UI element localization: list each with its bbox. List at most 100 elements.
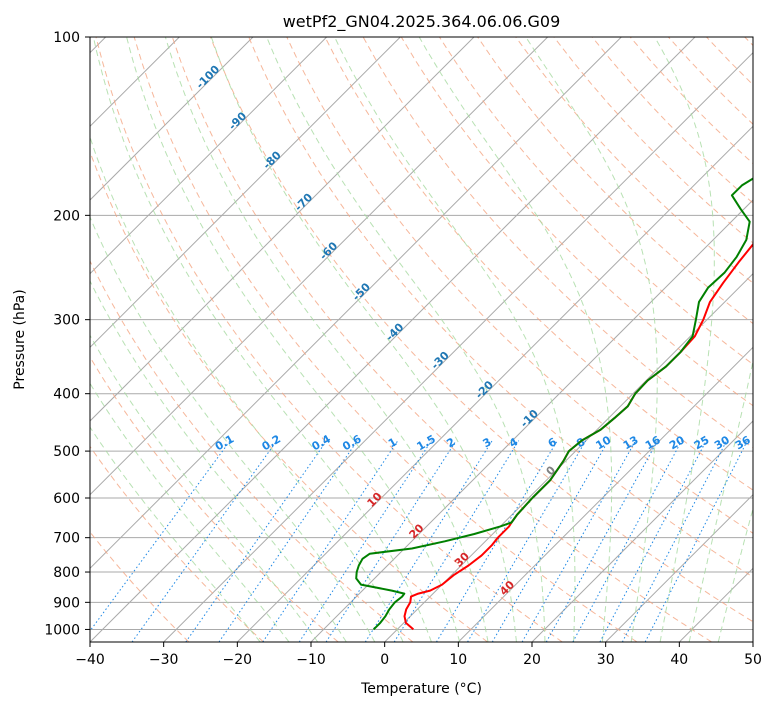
- moist-adiabat-line: [418, 37, 613, 642]
- mixing-ratio-label: 16: [643, 433, 663, 452]
- plot-frame: [89, 36, 754, 643]
- isotherm-line: [90, 37, 254, 201]
- mixing-ratio-line: [364, 440, 493, 642]
- profile-series: [355, 177, 753, 631]
- moist-adiabat-line: [90, 334, 319, 642]
- mixing-ratio-line: [90, 440, 231, 632]
- dry-adiabat-line: [90, 259, 414, 642]
- isotherm-line: [90, 37, 696, 642]
- dry-adiabat-line: [324, 37, 753, 491]
- mixing-ratio-line: [393, 440, 520, 642]
- dry-adiabat-line: [477, 37, 753, 325]
- moist-adiabat-line: [90, 135, 404, 642]
- dry-adiabat-line: [438, 37, 753, 366]
- mixing-ratio-line: [644, 440, 748, 642]
- mixing-ratio-label: 0.6: [340, 432, 364, 453]
- isotherm-line: [605, 493, 753, 642]
- isotherm-line: [678, 567, 753, 642]
- dry-adiabat-label: -90: [226, 109, 249, 132]
- chart-title: wetPf2_GN04.2025.364.06.06.G09: [283, 12, 561, 32]
- y-tick-label: 900: [53, 595, 80, 611]
- y-tick-label: 800: [53, 565, 80, 581]
- x-tick-label: 50: [744, 652, 762, 668]
- isotherm-line: [531, 420, 753, 642]
- moist-adiabat-line: [90, 426, 261, 642]
- isotherm-line: [384, 272, 753, 642]
- moist-adiabat-line: [654, 37, 715, 642]
- moist-adiabat-line: [210, 37, 517, 642]
- x-tick-label: −20: [223, 652, 253, 668]
- dry-adiabat-line: [248, 37, 753, 578]
- mixing-ratio-label: 0.4: [310, 432, 334, 453]
- moist-adiabat-line: [717, 506, 753, 642]
- chart-reference-lines: [90, 37, 753, 642]
- dry-adiabat-label: -20: [473, 378, 496, 401]
- dry-adiabat-line: [171, 37, 712, 642]
- dry-adiabat-label: -10: [518, 407, 541, 430]
- dry-adiabat-label: -100: [194, 63, 223, 92]
- reference-line-labels: 0.1 0.2 0.4 0.6 1 1.5 2 3 4 6 8 10 13 16 20 25 30 36-100-…: [194, 63, 753, 599]
- isotherm-line: [310, 199, 753, 642]
- isotherm-line: [752, 641, 753, 642]
- moist-adiabat-line: [164, 37, 489, 642]
- mixing-ratio-line: [521, 440, 637, 642]
- dry-adiabat-line: [706, 37, 753, 86]
- isotherm-line: [90, 37, 475, 422]
- y-tick-label: 200: [53, 208, 80, 224]
- dewpoint-profile-line: [355, 177, 753, 631]
- y-tick-label: 500: [53, 444, 80, 460]
- dry-adiabat-line: [90, 531, 190, 642]
- mixing-ratio-line: [298, 440, 432, 642]
- dry-adiabat-line: [744, 37, 753, 47]
- moist-adiabat-line: [90, 382, 290, 642]
- moist-adiabat-label: 10: [365, 490, 385, 510]
- y-tick-label: 400: [53, 387, 80, 403]
- axis-ticks: −40 −30 −20 −10 0 10 20 30 40 5010020030040050060…: [44, 30, 762, 668]
- mixing-ratio-line: [218, 440, 358, 642]
- x-tick-label: 10: [449, 652, 467, 668]
- mixing-ratio-label: 0.1: [213, 432, 236, 453]
- dry-adiabat-line: [286, 37, 753, 534]
- y-tick-label: 1000: [44, 622, 80, 638]
- isotherm-line: [90, 37, 549, 496]
- moist-adiabat-line: [266, 37, 546, 642]
- isotherm-line: [236, 125, 753, 642]
- mixing-ratio-label: 0.2: [260, 432, 283, 453]
- moist-adiabat-line: [92, 37, 432, 642]
- mixing-ratio-line: [185, 440, 328, 642]
- isotherm-line: [90, 37, 328, 275]
- dry-adiabat-label: -50: [350, 280, 373, 303]
- y-tick-label: 600: [53, 491, 80, 507]
- isotherm-line: [457, 346, 753, 642]
- mixing-ratio-label: 20: [667, 433, 687, 452]
- x-tick-label: 0: [380, 652, 389, 668]
- dry-adiabat-line: [515, 37, 753, 284]
- dry-adiabat-line: [591, 37, 753, 204]
- moist-adiabat-line: [525, 37, 658, 642]
- mixing-ratio-label: 30: [712, 433, 732, 452]
- y-tick-label: 300: [53, 313, 80, 329]
- x-tick-label: 40: [670, 652, 688, 668]
- dry-adiabat-line: [95, 37, 563, 642]
- dry-adiabat-label: -60: [317, 239, 340, 262]
- mixing-ratio-label: 3: [480, 435, 493, 450]
- dry-adiabat-line: [90, 356, 339, 642]
- y-tick-label: 700: [53, 531, 80, 547]
- x-tick-label: −30: [149, 652, 179, 668]
- y-axis-title: Pressure (hPa): [12, 289, 28, 389]
- mixing-ratio-label: 4: [507, 435, 520, 450]
- dry-adiabat-line: [210, 37, 753, 623]
- dry-adiabat-label: -30: [429, 349, 452, 372]
- moist-adiabat-line: [334, 37, 576, 642]
- moist-adiabat-label: 40: [497, 578, 517, 598]
- mixing-ratio-label: 1: [386, 435, 399, 450]
- dry-adiabat-line: [668, 37, 753, 125]
- mixing-ratio-label: 13: [621, 433, 641, 452]
- moist-adiabat-line: [126, 37, 461, 642]
- moist-adiabat-line: [688, 358, 753, 642]
- mixing-ratio-line: [467, 440, 587, 642]
- x-tick-label: −10: [296, 652, 326, 668]
- mixing-ratio-line: [325, 440, 457, 642]
- mixing-ratio-line: [131, 440, 278, 642]
